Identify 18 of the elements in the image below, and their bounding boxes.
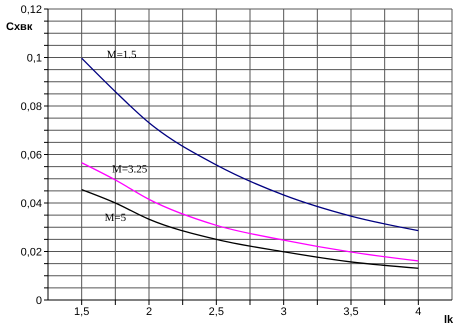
y-tick-label: 0,06 xyxy=(20,149,42,162)
y-tick-label: 0,12 xyxy=(20,4,42,16)
y-tick-label: 0,1 xyxy=(26,52,42,64)
y-tick-label: 0,08 xyxy=(20,100,42,113)
x-tick-label: 4 xyxy=(415,306,422,318)
x-axis-title: lk xyxy=(444,314,454,326)
line-series xyxy=(81,189,419,269)
y-axis-title: Cхвк xyxy=(6,21,33,33)
x-tick-label: 2 xyxy=(146,306,152,318)
y-tick-label: 0,02 xyxy=(20,246,42,258)
line-series xyxy=(81,162,419,262)
y-tick-label: 0 xyxy=(36,294,42,307)
line-series xyxy=(81,58,419,232)
y-tick-label: 0,04 xyxy=(20,198,42,210)
x-tick-label: 3 xyxy=(280,306,287,318)
x-tick-label: 1,5 xyxy=(74,306,90,318)
x-tick-label: 2,5 xyxy=(208,306,224,318)
x-tick-label: 3,5 xyxy=(343,306,359,318)
